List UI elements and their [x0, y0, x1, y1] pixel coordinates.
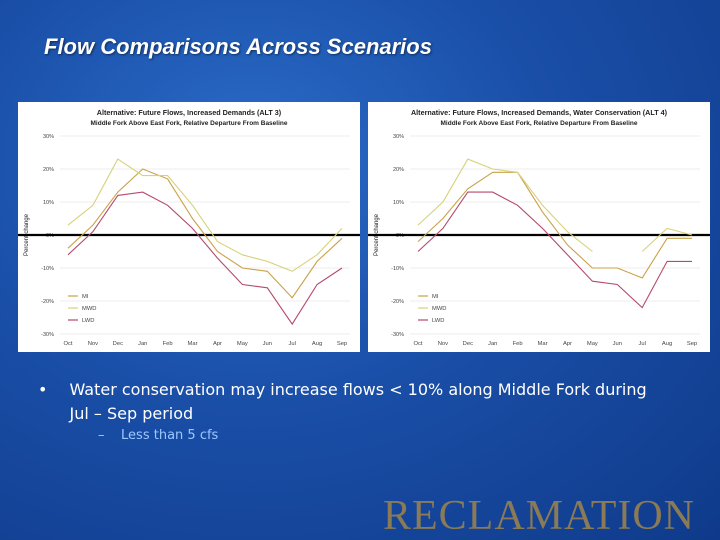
x-tick-label: Feb [163, 341, 173, 347]
y-tick-label: -20% [41, 299, 54, 305]
bullet-item: • Water conservation may increase flows … [34, 378, 654, 426]
y-tick-label: 10% [43, 200, 54, 206]
x-tick-label: Sep [687, 341, 697, 347]
y-tick-label: -20% [391, 299, 404, 305]
legend-label: MI [82, 294, 89, 300]
x-tick-label: Aug [662, 341, 672, 347]
chart-title: Alternative: Future Flows, Increased Dem… [97, 108, 282, 117]
y-tick-label: -10% [391, 266, 404, 272]
x-tick-label: Apr [213, 341, 222, 347]
bullet-symbol: • [38, 380, 48, 399]
legend-label: MWD [82, 306, 97, 312]
legend-label: LWD [82, 318, 94, 324]
y-tick-label: 10% [393, 200, 404, 206]
x-tick-label: May [237, 341, 248, 347]
chart-title: Alternative: Future Flows, Increased Dem… [411, 108, 668, 117]
x-tick-label: Nov [438, 341, 448, 347]
chart-subtitle: Middle Fork Above East Fork, Relative De… [441, 120, 638, 127]
series-line-mwd [417, 158, 693, 252]
x-tick-label: Feb [513, 341, 523, 347]
legend-label: LWD [432, 318, 444, 324]
x-tick-label: Jan [138, 341, 147, 347]
series-line-mwd [67, 158, 343, 272]
x-tick-label: Mar [188, 341, 198, 347]
x-tick-label: May [587, 341, 598, 347]
reclamation-logo: RECLAMATION [383, 493, 695, 539]
series-line-lwd [417, 191, 692, 309]
x-tick-label: Sep [337, 341, 347, 347]
series-line-mi [417, 171, 692, 279]
x-tick-label: Mar [538, 341, 548, 347]
bullet-list: • Water conservation may increase flows … [34, 378, 654, 446]
sub-bullet-item: – Less than 5 cfs [98, 426, 654, 446]
sub-bullet-symbol: – [98, 428, 105, 443]
legend-label: MWD [432, 306, 447, 312]
series-line-lwd [67, 191, 343, 326]
chart-subtitle: Middle Fork Above East Fork, Relative De… [91, 120, 288, 127]
chart-alt4: Alternative: Future Flows, Increased Dem… [368, 108, 710, 347]
chart-alt3: Alternative: Future Flows, Increased Dem… [18, 108, 360, 347]
y-tick-label: -10% [41, 266, 54, 272]
x-tick-label: Oct [63, 341, 72, 347]
y-tick-label: -30% [391, 332, 404, 338]
x-tick-label: Dec [463, 341, 473, 347]
chart-panel-alt3: Alternative: Future Flows, Increased Dem… [18, 102, 360, 352]
x-tick-label: Jun [263, 341, 272, 347]
series-line-mi [67, 168, 343, 299]
x-tick-label: Aug [312, 341, 322, 347]
y-tick-label: -30% [41, 332, 54, 338]
x-tick-label: Jun [613, 341, 622, 347]
y-tick-label: 20% [43, 167, 54, 173]
x-tick-label: Nov [88, 341, 98, 347]
y-tick-label: 30% [43, 134, 54, 140]
x-tick-label: Apr [563, 341, 572, 347]
x-tick-label: Jan [488, 341, 497, 347]
slide-title: Flow Comparisons Across Scenarios [44, 34, 432, 59]
y-tick-label: 30% [393, 134, 404, 140]
sub-bullet-text: Less than 5 cfs [121, 428, 219, 443]
bullet-text: Water conservation may increase flows < … [69, 380, 647, 423]
x-tick-label: Jul [288, 341, 295, 347]
x-tick-label: Oct [413, 341, 422, 347]
x-tick-label: Jul [638, 341, 645, 347]
legend-label: MI [432, 294, 439, 300]
chart-panel-alt4: Alternative: Future Flows, Increased Dem… [368, 102, 710, 352]
x-tick-label: Dec [113, 341, 123, 347]
y-tick-label: 20% [393, 167, 404, 173]
